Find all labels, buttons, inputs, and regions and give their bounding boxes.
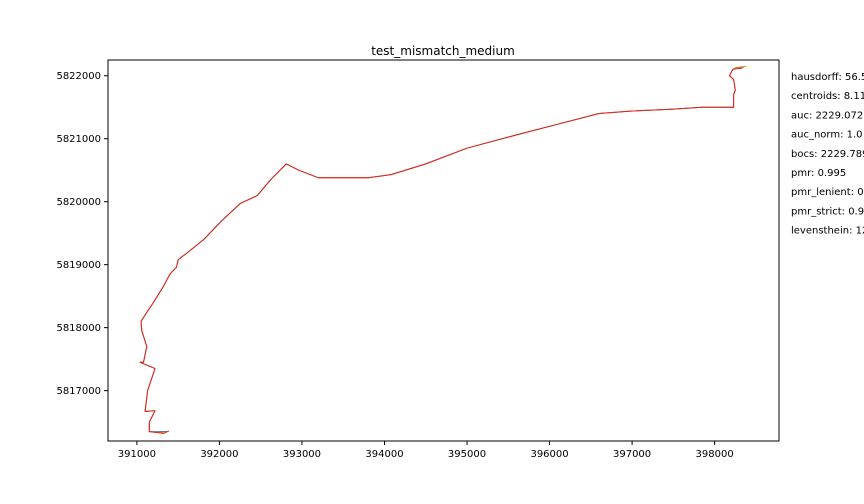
series-line-2 <box>140 68 742 433</box>
x-axis: 391000 392000 393000 394000 395000 396000 3970… <box>118 441 734 460</box>
series-line-1 <box>140 66 746 433</box>
y-tick-label: 5819000 <box>56 260 101 271</box>
y-axis: 5817000 5818000 5819000 5820000 5821000 58220… <box>56 71 108 397</box>
x-tick-label: 394000 <box>365 449 403 460</box>
x-tick-label: 396000 <box>530 449 568 460</box>
y-tick-label: 5817000 <box>56 386 101 397</box>
x-tick-label: 393000 <box>283 449 321 460</box>
metric-annotation: auc: 2229.072 <box>791 110 863 121</box>
metric-annotation: pmr_strict: 0.9 <box>791 206 864 217</box>
y-tick-label: 5822000 <box>56 71 101 82</box>
metric-annotation: pmr: 0.995 <box>791 168 846 179</box>
x-tick-label: 392000 <box>200 449 238 460</box>
metric-annotation: centroids: 8.11 <box>791 91 864 102</box>
series-line-0 <box>140 68 743 432</box>
metric-annotation: bocs: 2229.789 <box>791 149 864 160</box>
metrics-annotations: hausdorff: 56.5 centroids: 8.11 auc: 2229.… <box>791 72 864 237</box>
y-tick-label: 5821000 <box>56 134 101 145</box>
x-tick-label: 391000 <box>118 449 156 460</box>
metric-annotation: levensthein: 12 <box>791 226 864 237</box>
plot-frame <box>108 60 779 441</box>
metric-annotation: hausdorff: 56.5 <box>791 72 864 83</box>
y-tick-label: 5820000 <box>56 197 101 208</box>
series-layer <box>140 66 746 433</box>
x-tick-label: 397000 <box>613 449 651 460</box>
y-tick-label: 5818000 <box>56 323 101 334</box>
metric-annotation: auc_norm: 1.0 <box>791 130 863 141</box>
x-tick-label: 395000 <box>448 449 486 460</box>
chart-title: test_mismatch_medium <box>371 44 515 58</box>
metric-annotation: pmr_lenient: 0 <box>791 187 864 198</box>
x-tick-label: 398000 <box>696 449 734 460</box>
